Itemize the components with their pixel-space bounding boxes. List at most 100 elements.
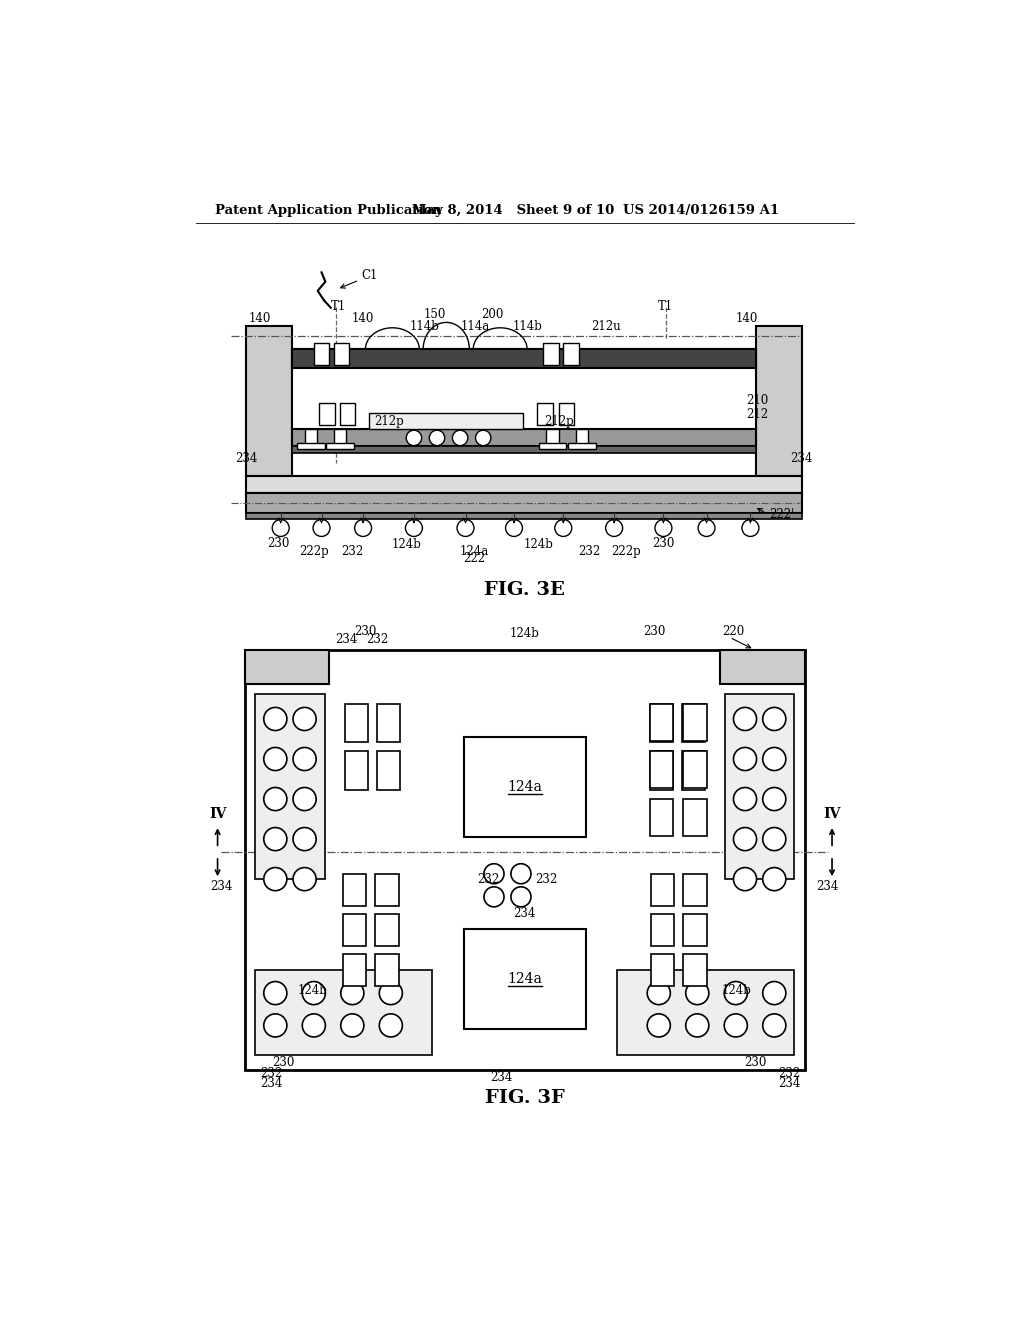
Circle shape xyxy=(264,828,287,850)
Circle shape xyxy=(698,520,715,536)
Circle shape xyxy=(293,708,316,730)
Text: 234: 234 xyxy=(236,453,258,465)
Circle shape xyxy=(264,1014,287,1038)
Text: 210: 210 xyxy=(746,395,769,408)
Text: 230: 230 xyxy=(267,537,290,550)
Bar xyxy=(683,751,707,788)
Bar xyxy=(683,799,707,836)
Text: 124b: 124b xyxy=(298,985,328,998)
Circle shape xyxy=(686,1014,709,1038)
Bar xyxy=(377,704,400,742)
Circle shape xyxy=(429,430,444,446)
Bar xyxy=(343,913,367,946)
Bar xyxy=(725,694,795,879)
Circle shape xyxy=(484,887,504,907)
Text: 124a: 124a xyxy=(460,545,488,557)
Bar xyxy=(245,649,330,684)
Circle shape xyxy=(655,520,672,536)
Text: T1: T1 xyxy=(658,300,674,313)
Bar xyxy=(651,874,674,906)
Circle shape xyxy=(407,430,422,446)
Bar xyxy=(544,343,559,364)
Bar xyxy=(376,874,398,906)
Circle shape xyxy=(742,520,759,536)
Bar xyxy=(326,444,354,449)
Bar xyxy=(304,429,316,446)
Text: 124b: 124b xyxy=(391,539,421,552)
Bar xyxy=(330,412,351,429)
Circle shape xyxy=(733,788,757,810)
Circle shape xyxy=(763,982,785,1005)
Circle shape xyxy=(264,708,287,730)
Bar xyxy=(683,874,707,906)
Text: 200: 200 xyxy=(481,308,504,321)
Text: 234: 234 xyxy=(778,1077,801,1090)
Circle shape xyxy=(763,708,785,730)
Circle shape xyxy=(724,1014,748,1038)
Bar xyxy=(377,751,400,789)
Bar xyxy=(246,512,802,519)
Text: 234: 234 xyxy=(816,880,839,894)
Circle shape xyxy=(763,867,785,891)
Circle shape xyxy=(264,747,287,771)
Bar xyxy=(246,494,802,512)
Circle shape xyxy=(302,1014,326,1038)
Bar xyxy=(547,429,559,446)
Bar xyxy=(255,970,432,1055)
Text: 230: 230 xyxy=(643,624,666,638)
Text: 140: 140 xyxy=(249,312,271,325)
Text: 140: 140 xyxy=(352,312,375,325)
Text: 234: 234 xyxy=(211,880,233,894)
Circle shape xyxy=(686,982,709,1005)
Bar xyxy=(376,954,398,986)
Circle shape xyxy=(733,867,757,891)
Bar xyxy=(649,751,673,788)
Circle shape xyxy=(272,520,289,536)
Bar xyxy=(292,350,756,368)
Bar xyxy=(756,326,802,477)
Text: 230: 230 xyxy=(354,624,377,638)
Bar xyxy=(538,404,553,425)
Text: 234: 234 xyxy=(490,1072,513,1084)
Text: 212p: 212p xyxy=(544,416,573,428)
Bar xyxy=(683,704,707,741)
Text: 124b: 124b xyxy=(510,627,540,640)
Text: 124a: 124a xyxy=(507,780,543,793)
Bar xyxy=(464,929,586,1030)
Circle shape xyxy=(733,828,757,850)
Bar xyxy=(245,649,805,1071)
Text: 220: 220 xyxy=(722,624,744,638)
Circle shape xyxy=(475,430,490,446)
Circle shape xyxy=(379,1014,402,1038)
Circle shape xyxy=(293,747,316,771)
Text: 234: 234 xyxy=(335,634,357,647)
Circle shape xyxy=(733,747,757,771)
Text: FIG. 3E: FIG. 3E xyxy=(484,581,565,598)
Text: FIG. 3F: FIG. 3F xyxy=(485,1089,564,1106)
Circle shape xyxy=(647,982,671,1005)
Bar xyxy=(343,874,367,906)
Text: IV: IV xyxy=(209,807,226,821)
Text: 222: 222 xyxy=(463,552,485,565)
Bar xyxy=(563,343,579,364)
Text: 222': 222' xyxy=(770,508,795,520)
Circle shape xyxy=(647,1014,671,1038)
Bar xyxy=(292,429,756,446)
Circle shape xyxy=(724,982,748,1005)
Bar xyxy=(542,412,563,429)
Circle shape xyxy=(341,1014,364,1038)
Circle shape xyxy=(511,887,531,907)
Bar xyxy=(246,477,802,494)
Circle shape xyxy=(484,863,504,884)
Text: 150: 150 xyxy=(424,308,445,321)
Circle shape xyxy=(605,520,623,536)
Bar xyxy=(340,404,355,425)
Bar xyxy=(649,704,673,742)
Bar xyxy=(370,412,523,429)
Text: 222p: 222p xyxy=(299,545,329,557)
Text: 212: 212 xyxy=(746,408,769,421)
Bar xyxy=(571,412,593,429)
Bar xyxy=(464,737,586,837)
Circle shape xyxy=(511,863,531,884)
Text: 114b: 114b xyxy=(512,319,542,333)
